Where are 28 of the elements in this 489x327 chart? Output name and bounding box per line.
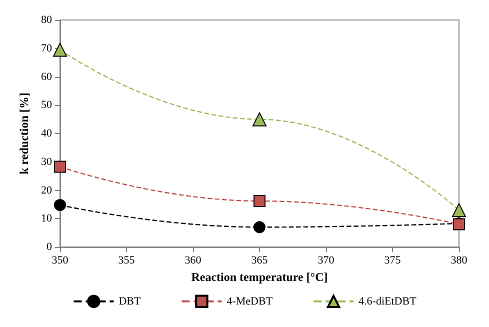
x-tick-label: 365 [251, 254, 268, 266]
point [452, 203, 466, 218]
point [254, 195, 266, 208]
point [54, 160, 66, 173]
y-tick-label: 20 [41, 184, 52, 196]
x-tick-label: 350 [52, 254, 69, 266]
point [53, 42, 67, 57]
x-tick-label: 370 [318, 254, 335, 266]
x-tick-label: 355 [118, 254, 136, 266]
point [54, 199, 66, 211]
x-tick-label: 375 [384, 254, 402, 266]
x-tick-label: 380 [450, 254, 468, 266]
y-tick-label: 0 [46, 241, 52, 253]
x-tick-label: 360 [184, 254, 202, 266]
x-axis-title: Reaction temperature [°C] [191, 270, 328, 284]
point [252, 112, 266, 126]
y-tick-label: 50 [41, 99, 52, 112]
y-tick-label: 40 [41, 128, 52, 140]
legend-label: 4.6-diEtDBT [358, 295, 417, 308]
legend-label: 4-MeDBT [226, 295, 273, 308]
y-tick-label: 30 [41, 156, 52, 168]
y-tick-label: 70 [41, 42, 52, 54]
y-tick-label: 60 [41, 70, 52, 83]
y-tick-label: 80 [41, 14, 52, 26]
y-tick-label: 10 [41, 212, 52, 225]
y-axis-title: k reduction [%] [17, 92, 31, 174]
legend-label: DBT [118, 295, 141, 308]
point [254, 221, 266, 234]
